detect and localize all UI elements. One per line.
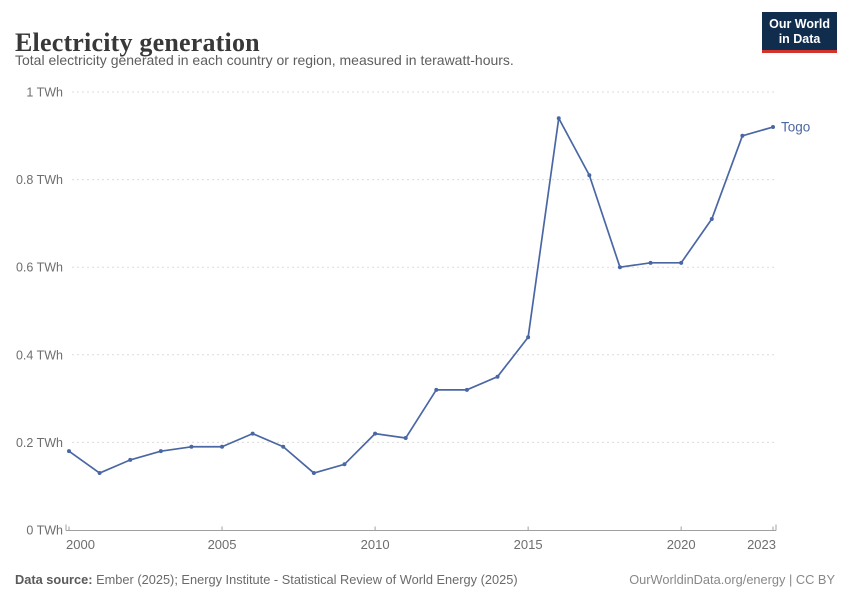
data-source-note: Data source: Ember (2025); Energy Instit…: [15, 572, 518, 587]
x-tick-label: 2005: [208, 537, 237, 552]
data-point-2022[interactable]: [740, 133, 745, 138]
data-point-2019[interactable]: [648, 260, 653, 265]
page-title: Electricity generation: [15, 28, 260, 58]
x-tick-label: 2020: [667, 537, 696, 552]
y-tick-label: 0.2 TWh: [16, 436, 63, 450]
data-point-2003[interactable]: [158, 449, 163, 454]
owid-logo-line2: in Data: [778, 32, 821, 46]
data-point-2020[interactable]: [679, 260, 684, 265]
owid-logo: Our World in Data: [762, 12, 837, 53]
data-point-2008[interactable]: [311, 471, 316, 476]
data-point-2007[interactable]: [281, 444, 286, 449]
x-tick-label: 2000: [66, 537, 95, 552]
data-point-2000[interactable]: [67, 449, 71, 454]
series-line[interactable]: [68, 117, 774, 474]
data-point-2021[interactable]: [709, 217, 714, 222]
license-note: OurWorldinData.org/energy | CC BY: [629, 572, 835, 587]
y-tick-label: 0.4 TWh: [16, 348, 63, 362]
data-point-2001[interactable]: [97, 471, 102, 476]
data-source-label: Data source:: [15, 572, 93, 587]
data-point-2017[interactable]: [587, 173, 592, 178]
y-tick-label: 0.8 TWh: [16, 173, 63, 187]
data-point-2010[interactable]: [373, 431, 378, 436]
y-tick-label: 0 TWh: [26, 524, 63, 538]
owid-logo-line1: Our World: [769, 17, 830, 31]
data-point-2005[interactable]: [220, 444, 225, 449]
series-end-label[interactable]: Togo: [781, 120, 810, 135]
data-point-2004[interactable]: [189, 444, 194, 449]
data-point-2016[interactable]: [556, 116, 561, 121]
data-point-2013[interactable]: [464, 387, 469, 392]
data-point-2006[interactable]: [250, 431, 255, 436]
data-source-text: Ember (2025); Energy Institute - Statist…: [92, 572, 518, 587]
data-point-2018[interactable]: [617, 265, 622, 270]
data-point-2012[interactable]: [434, 387, 439, 392]
x-tick-label: 2023: [747, 537, 776, 552]
data-point-2002[interactable]: [128, 457, 133, 462]
data-point-2023[interactable]: [771, 125, 775, 130]
chart-subtitle: Total electricity generated in each coun…: [15, 52, 514, 68]
chart-footer: Data source: Ember (2025); Energy Instit…: [15, 572, 835, 587]
y-tick-label: 0.6 TWh: [16, 261, 63, 275]
y-tick-label: 1 TWh: [26, 86, 63, 100]
data-point-2009[interactable]: [342, 462, 347, 467]
data-point-2011[interactable]: [403, 436, 408, 441]
x-tick-label: 2015: [514, 537, 543, 552]
x-tick-label: 2010: [361, 537, 390, 552]
data-point-2014[interactable]: [495, 374, 500, 379]
data-point-2015[interactable]: [526, 335, 531, 340]
